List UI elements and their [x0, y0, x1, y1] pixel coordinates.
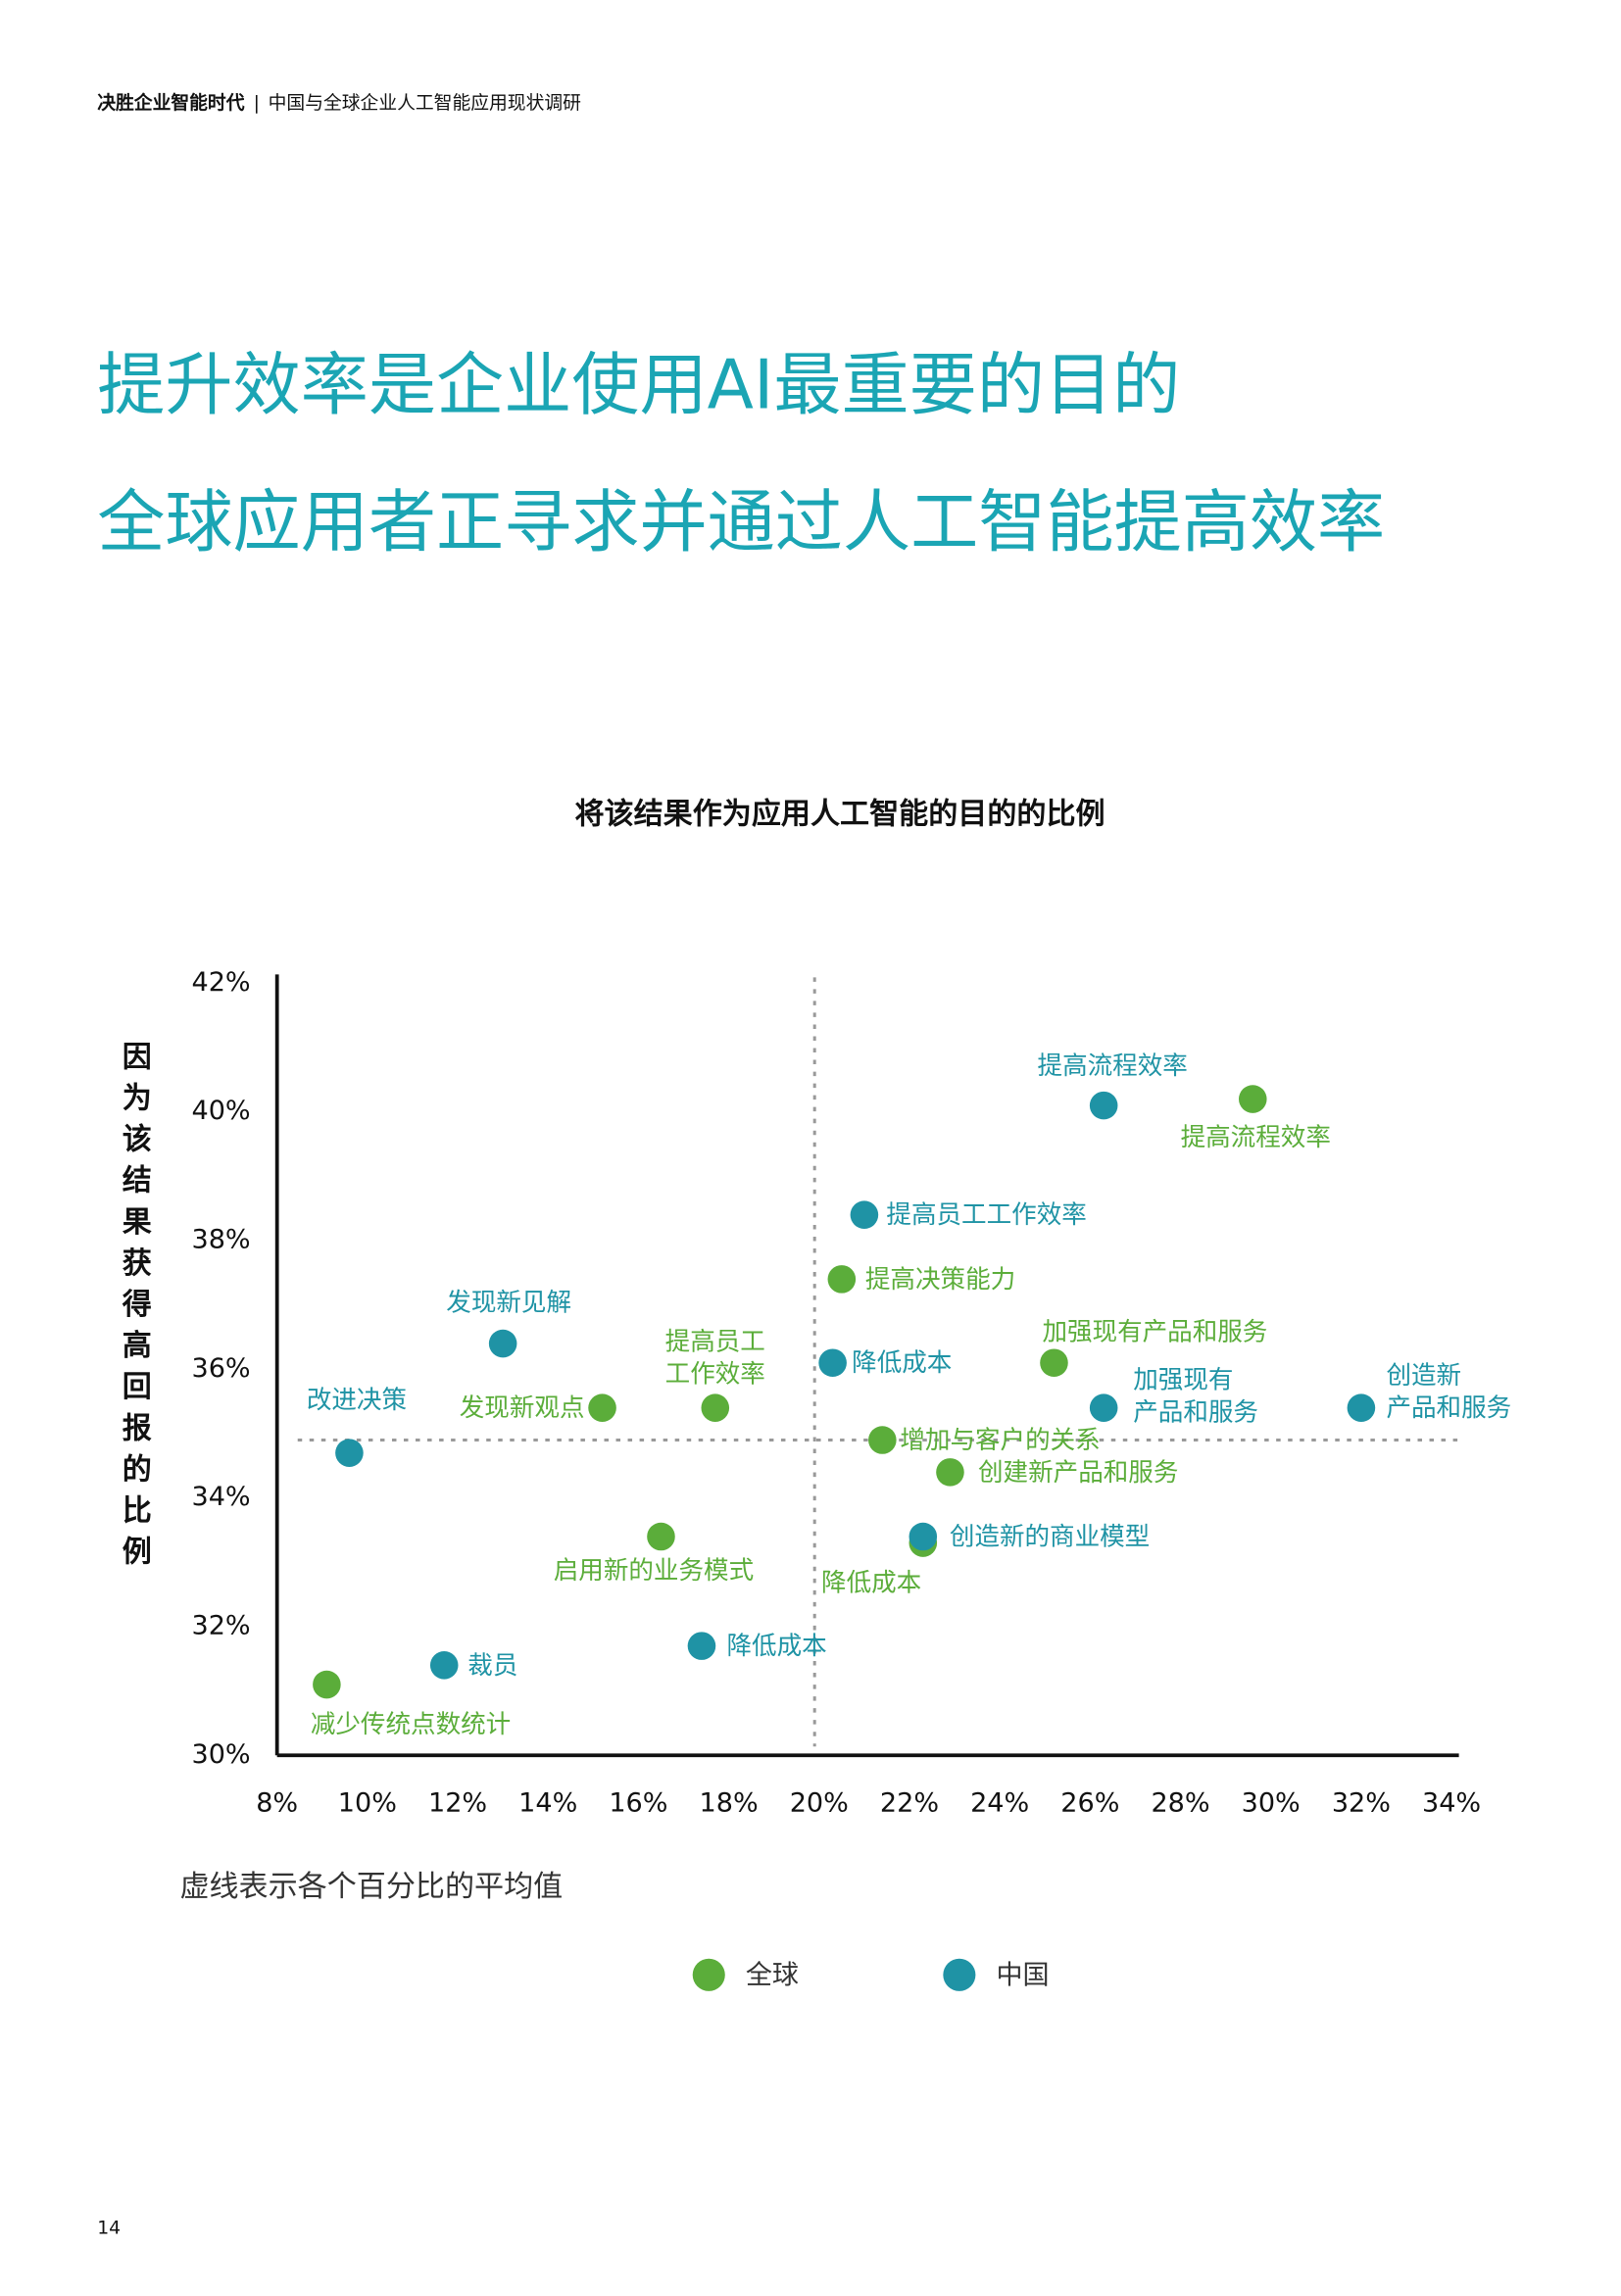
chart-note: 虚线表示各个百分比的平均值 — [179, 1870, 563, 1904]
legend-label: 中国 — [996, 1960, 1049, 1990]
point-label: 创造新 — [1386, 1361, 1461, 1391]
x-tick-label: 26% — [1060, 1787, 1119, 1818]
point — [647, 1522, 675, 1551]
point — [1347, 1393, 1376, 1422]
y-tick-label: 38% — [191, 1224, 250, 1254]
point — [588, 1393, 616, 1422]
point — [1089, 1393, 1118, 1422]
chart-title: 将该结果作为应用人工智能的目的的比例 — [575, 797, 1105, 831]
x-tick-label: 30% — [1242, 1787, 1301, 1818]
x-tick-label: 10% — [338, 1787, 397, 1818]
y-tick-label: 30% — [191, 1739, 250, 1770]
point-label: 加强现有 — [1133, 1366, 1233, 1395]
point-label: 发现新见解 — [446, 1288, 571, 1317]
header-subtitle: 中国与全球企业人工智能应用现状调研 — [269, 92, 581, 114]
point-label: 降低成本 — [727, 1632, 827, 1661]
y-tick-label: 34% — [191, 1482, 250, 1512]
point-label: 提高流程效率 — [1038, 1051, 1188, 1081]
point-label: 加强现有产品和服务 — [1042, 1318, 1267, 1347]
point — [701, 1393, 730, 1422]
x-tick-label: 16% — [609, 1787, 667, 1818]
legend-marker — [943, 1958, 976, 1991]
point-label: 增加与客户的关系 — [900, 1426, 1100, 1455]
header-title: 决胜企业智能时代 — [97, 91, 244, 114]
point — [850, 1200, 879, 1230]
point-label: 裁员 — [467, 1651, 517, 1681]
point — [687, 1632, 716, 1660]
point — [936, 1458, 964, 1487]
point — [909, 1522, 938, 1551]
point-label: 降低成本 — [852, 1348, 952, 1378]
point — [818, 1348, 847, 1378]
point-label: 创造新的商业模型 — [950, 1523, 1150, 1552]
y-tick-label: 42% — [191, 967, 250, 998]
x-tick-label: 8% — [256, 1787, 298, 1818]
point-label: 降低成本 — [821, 1569, 921, 1598]
y-tick-label: 40% — [191, 1096, 250, 1126]
point-label: 创建新产品和服务 — [978, 1458, 1178, 1488]
page-number: 14 — [97, 2218, 121, 2238]
point — [429, 1651, 459, 1680]
y-axis-title: 因为该结果获得高回报的比例 — [117, 1041, 153, 1577]
point — [335, 1439, 364, 1467]
header-separator: | — [254, 93, 260, 114]
point-label: 产品和服务 — [1133, 1398, 1258, 1428]
point — [868, 1426, 897, 1454]
x-tick-label: 14% — [518, 1787, 577, 1818]
point-label: 提高员工 — [665, 1328, 765, 1357]
point — [313, 1670, 341, 1699]
point-label: 发现新观点 — [460, 1393, 585, 1423]
point — [488, 1329, 517, 1358]
point — [827, 1265, 857, 1294]
y-tick-label: 36% — [191, 1353, 250, 1384]
y-tick-label: 32% — [191, 1610, 250, 1640]
point — [1238, 1085, 1267, 1113]
legend-label: 全球 — [746, 1960, 799, 1990]
headline: 全球应用者正寻求并通过人工智能提高效率 — [97, 483, 1385, 562]
x-tick-label: 34% — [1422, 1787, 1481, 1818]
x-tick-label: 12% — [428, 1787, 487, 1818]
point-label: 提高决策能力 — [865, 1265, 1015, 1295]
x-tick-label: 20% — [790, 1787, 849, 1818]
point-label: 改进决策 — [307, 1386, 407, 1415]
headline: 提升效率是企业使用AI最重要的目的 — [97, 346, 1180, 424]
x-tick-label: 18% — [700, 1787, 759, 1818]
x-tick-label: 22% — [880, 1787, 939, 1818]
point-label: 产品和服务 — [1386, 1393, 1511, 1423]
x-tick-label: 24% — [970, 1787, 1029, 1818]
point — [1040, 1348, 1068, 1378]
point-label: 提高流程效率 — [1181, 1123, 1331, 1152]
point — [1089, 1091, 1118, 1120]
x-tick-label: 32% — [1332, 1787, 1391, 1818]
point-label: 提高员工工作效率 — [886, 1200, 1086, 1230]
point-label: 工作效率 — [665, 1360, 765, 1390]
legend-marker — [692, 1958, 725, 1991]
point-label: 减少传统点数统计 — [311, 1710, 511, 1739]
point-label: 启用新的业务模式 — [554, 1556, 754, 1586]
x-tick-label: 28% — [1151, 1787, 1209, 1818]
